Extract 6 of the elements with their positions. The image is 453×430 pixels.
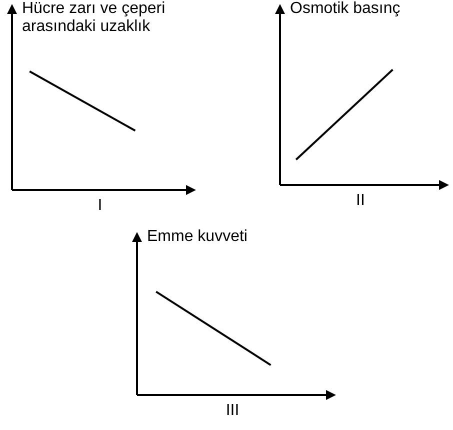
x-axis-title: II [355,192,366,210]
y-axis-title: Osmotik basınç [290,0,402,18]
x-axis-title: III [224,402,240,420]
y-axis-title: Emme kuvveti [147,228,248,246]
x-axis-title: I [96,197,104,215]
y-axis-title: Hücre zarı ve çeperi arasındaki uzaklık [22,0,166,36]
